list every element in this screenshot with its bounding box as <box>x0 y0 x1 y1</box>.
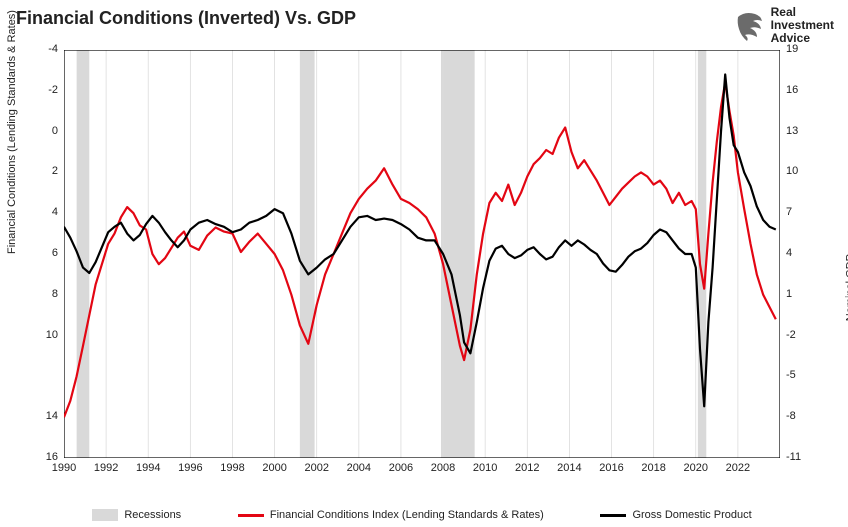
series-line <box>64 83 776 418</box>
recession-band <box>441 50 475 458</box>
tick-label: 0 <box>52 125 58 137</box>
series-line <box>64 75 776 407</box>
legend-item: Financial Conditions Index (Lending Stan… <box>238 509 544 521</box>
legend-swatch-rect <box>92 509 118 521</box>
legend-item: Recessions <box>92 509 181 521</box>
tick-label: 6 <box>52 247 58 259</box>
tick-label: 2022 <box>726 462 750 474</box>
tick-label: 1990 <box>52 462 76 474</box>
tick-label: 13 <box>786 125 798 137</box>
tick-label: 2014 <box>557 462 581 474</box>
legend-label: Financial Conditions Index (Lending Stan… <box>270 509 544 521</box>
chart-container: Financial Conditions (Inverted) Vs. GDP … <box>0 0 848 527</box>
tick-label: -2 <box>786 329 796 341</box>
brand-logo: Real Investment Advice <box>735 6 834 46</box>
chart-plot <box>64 50 780 458</box>
tick-label: 1 <box>786 288 792 300</box>
chart-title: Financial Conditions (Inverted) Vs. GDP <box>16 8 356 29</box>
y-axis-left-label: Financial Conditions (Lending Standards … <box>6 10 18 254</box>
tick-label: -2 <box>48 84 58 96</box>
tick-label: 2006 <box>389 462 413 474</box>
legend-swatch-line <box>238 514 264 517</box>
tick-label: 16 <box>786 84 798 96</box>
tick-label: 2 <box>52 165 58 177</box>
tick-label: 1994 <box>136 462 160 474</box>
eagle-icon <box>735 11 763 41</box>
tick-label: 2008 <box>431 462 455 474</box>
tick-label: 2004 <box>347 462 371 474</box>
legend-swatch-line <box>600 514 626 517</box>
tick-label: 2018 <box>641 462 665 474</box>
tick-label: -11 <box>786 451 801 463</box>
tick-label: 4 <box>786 247 792 259</box>
tick-label: 10 <box>786 165 798 177</box>
tick-label: 2000 <box>262 462 286 474</box>
tick-label: 14 <box>46 410 58 422</box>
tick-label: 16 <box>46 451 58 463</box>
legend-label: Recessions <box>124 509 181 521</box>
legend-label: Gross Domestic Product <box>632 509 751 521</box>
tick-label: -8 <box>786 410 796 422</box>
y-axis-right-label: Nominal GDP <box>844 254 848 321</box>
tick-label: 1996 <box>178 462 202 474</box>
tick-label: 10 <box>46 329 58 341</box>
legend-item: Gross Domestic Product <box>600 509 751 521</box>
tick-label: 1992 <box>94 462 118 474</box>
tick-label: 19 <box>786 43 798 55</box>
tick-label: 1998 <box>220 462 244 474</box>
tick-label: 2016 <box>599 462 623 474</box>
tick-label: 2010 <box>473 462 497 474</box>
tick-label: 4 <box>52 206 58 218</box>
legend: Recessions Financial Conditions Index (Le… <box>64 509 780 521</box>
tick-label: -5 <box>786 369 796 381</box>
tick-label: -4 <box>48 43 58 55</box>
tick-label: 2002 <box>304 462 328 474</box>
logo-line-3: Advice <box>771 32 834 45</box>
tick-label: 2012 <box>515 462 539 474</box>
tick-label: 2020 <box>684 462 708 474</box>
tick-label: 8 <box>52 288 58 300</box>
recession-band <box>300 50 315 458</box>
tick-label: 7 <box>786 206 792 218</box>
